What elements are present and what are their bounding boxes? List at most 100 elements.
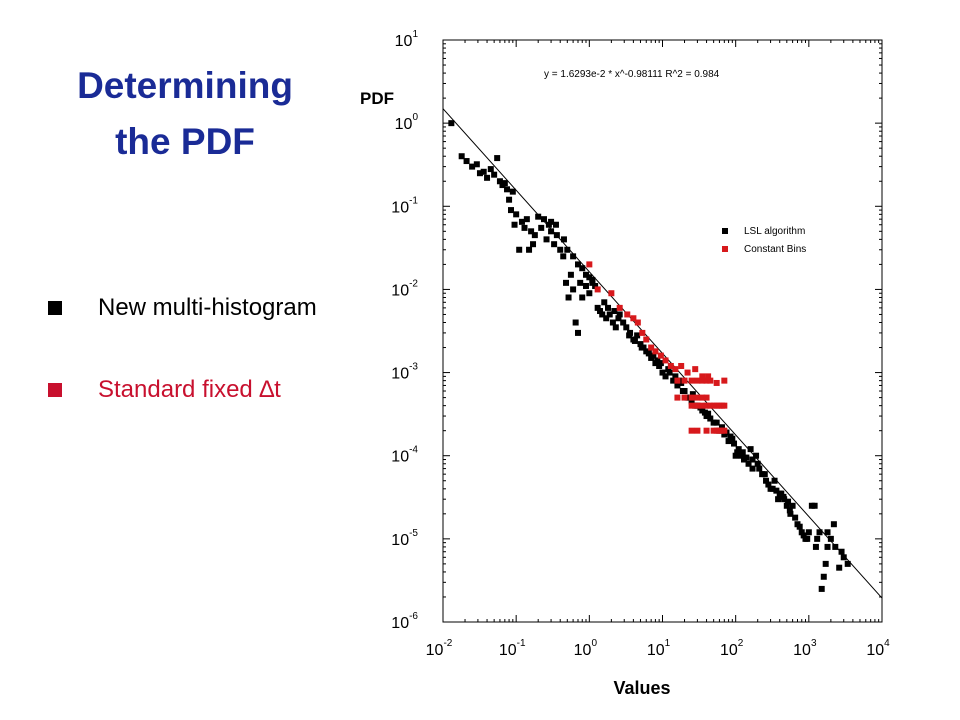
data-point	[623, 324, 630, 331]
data-point	[824, 529, 831, 536]
data-point	[484, 174, 491, 181]
data-point	[599, 311, 606, 318]
data-point	[574, 329, 581, 336]
bullet-list: New multi-histogram Standard fixed ∆t	[46, 288, 406, 452]
data-point	[528, 228, 535, 235]
data-point	[659, 369, 666, 376]
data-point	[672, 366, 679, 373]
data-point	[694, 394, 701, 401]
data-point	[531, 232, 538, 239]
data-point	[800, 532, 807, 539]
data-point	[530, 241, 537, 248]
data-point	[753, 452, 760, 459]
x-tick-label: 102	[720, 638, 744, 659]
data-point	[608, 290, 615, 297]
data-point	[639, 329, 646, 336]
data-point	[805, 529, 812, 536]
data-point	[818, 585, 825, 592]
data-point	[586, 274, 593, 281]
data-point	[521, 224, 528, 231]
data-point	[594, 286, 601, 293]
data-point	[638, 344, 645, 351]
data-point	[844, 560, 851, 567]
data-point	[761, 471, 768, 478]
data-point	[662, 373, 669, 380]
data-point	[689, 391, 696, 398]
data-point	[674, 382, 681, 389]
series-lsl-algorithm	[448, 120, 851, 592]
data-point	[605, 304, 612, 311]
data-point	[738, 452, 745, 459]
title-line-1: Determining	[77, 65, 293, 106]
data-point	[582, 282, 589, 289]
data-point	[705, 373, 712, 380]
data-point	[491, 171, 498, 178]
data-point	[538, 224, 545, 231]
data-point	[594, 304, 601, 311]
y-tick-label: 10-5	[391, 528, 418, 549]
x-tick-label: 104	[866, 638, 890, 659]
data-point	[710, 427, 717, 434]
data-point	[701, 409, 708, 416]
data-point	[672, 373, 679, 380]
data-point	[518, 218, 525, 225]
data-point	[684, 394, 691, 401]
data-point	[458, 153, 465, 160]
data-point	[487, 166, 494, 173]
data-point	[643, 336, 650, 343]
data-point	[504, 186, 511, 193]
data-point	[560, 236, 567, 243]
data-point	[721, 377, 728, 384]
data-points	[448, 120, 851, 592]
data-point	[523, 216, 530, 223]
data-point	[703, 394, 710, 401]
data-point	[814, 535, 821, 542]
data-point	[543, 236, 550, 243]
data-point	[710, 419, 717, 426]
y-axis-ticks: 101 100 10-1 10-2 10-3 10-4 10-5 10-6	[391, 29, 882, 632]
x-axis-ticks: 10-2 10-1 100 101 102 103 104	[426, 40, 890, 659]
data-point	[652, 348, 659, 355]
data-point	[739, 449, 746, 456]
data-point	[713, 379, 720, 386]
data-point	[513, 211, 520, 218]
data-point	[601, 299, 608, 306]
data-point	[570, 286, 577, 293]
slide-title: Determining the PDF	[40, 58, 330, 170]
y-tick-label: 10-1	[391, 195, 418, 216]
data-point	[597, 308, 604, 315]
data-point	[678, 362, 685, 369]
data-point	[586, 261, 593, 268]
data-point	[840, 554, 847, 561]
data-point	[574, 261, 581, 268]
legend-swatch	[722, 228, 728, 234]
data-point	[745, 460, 752, 467]
data-point	[553, 232, 560, 239]
data-point	[570, 253, 577, 260]
data-point	[637, 341, 644, 348]
data-point	[516, 246, 523, 253]
data-point	[535, 213, 542, 220]
data-point	[511, 221, 518, 228]
x-tick-label: 101	[647, 638, 671, 659]
x-tick-label: 103	[793, 638, 817, 659]
data-point	[775, 496, 782, 503]
data-point	[662, 357, 669, 364]
data-point	[721, 402, 728, 409]
y-tick-label: 10-2	[391, 278, 418, 299]
y-tick-label: 10-6	[391, 611, 418, 632]
data-point	[681, 377, 688, 384]
data-point	[508, 207, 515, 214]
data-point	[624, 311, 631, 318]
y-tick-label: 10-4	[391, 445, 418, 466]
data-point	[824, 543, 831, 550]
data-point	[565, 294, 572, 301]
data-point	[612, 324, 619, 331]
data-point	[783, 502, 790, 509]
data-point	[563, 279, 570, 286]
data-point	[494, 155, 501, 162]
bullet-square-icon	[48, 383, 62, 397]
data-point	[692, 366, 699, 373]
data-point	[703, 402, 710, 409]
bullet-text: Standard fixed ∆t	[98, 376, 281, 403]
